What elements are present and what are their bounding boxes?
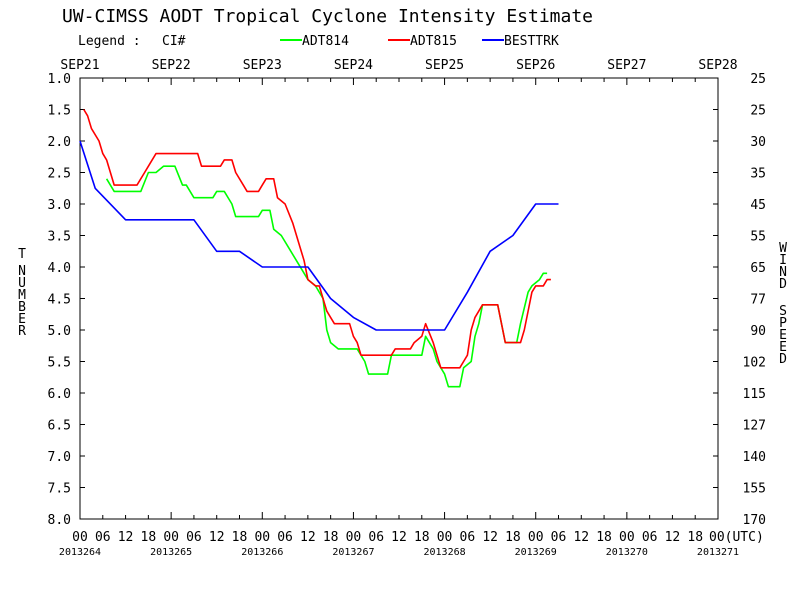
legend-label: Legend : [78,34,141,49]
right-tick-label: 77 [750,293,766,308]
date-label: SEP25 [425,58,464,73]
right-tick-label: 55 [750,230,766,245]
left-tick-label: 7.0 [48,450,71,465]
left-tick-label: 1.0 [48,72,71,87]
left-tick-label: 7.5 [48,482,71,497]
series-line-adt814 [105,165,548,388]
hour-label: 06 [186,530,202,545]
plot-frame [79,77,719,520]
left-tick-label: 3.0 [48,198,71,213]
legend-entry: BESTTRK [504,34,559,49]
julian-date-label: 2013269 [515,547,557,558]
hour-label: 18 [232,530,248,545]
left-axis-title-0: T [18,247,26,262]
series-line-besttrk [79,140,559,331]
hour-label: 00 [72,530,88,545]
chart-title: UW-CIMSS AODT Tropical Cyclone Intensity… [62,6,593,27]
right-tick-label: 45 [750,198,766,213]
hour-label: 12 [665,530,681,545]
left-tick-label: 6.0 [48,387,71,402]
legend-ci: CI# [162,34,186,49]
date-label: SEP26 [516,58,555,73]
hour-label: 00 [346,530,362,545]
left-tick-label: 2.0 [48,135,71,150]
hour-label: 00 [619,530,635,545]
right-tick-label: 115 [743,387,766,402]
hour-label: 00 [163,530,179,545]
hour-label: 18 [414,530,430,545]
hour-label: 06 [551,530,567,545]
hour-label: 00 [437,530,453,545]
right-tick-label: 30 [750,135,766,150]
left-tick-label: 4.0 [48,261,71,276]
date-label: SEP23 [243,58,282,73]
left-tick-label: 2.5 [48,167,71,182]
right-tick-label: 25 [750,72,766,87]
julian-date-label: 2013267 [332,547,374,558]
hour-label: 12 [118,530,134,545]
hour-label: 18 [141,530,157,545]
right-tick-label: 65 [750,261,766,276]
right-tick-label: 155 [743,482,766,497]
left-tick-label: 6.5 [48,419,71,434]
left-tick-label: 8.0 [48,513,71,528]
legend-entry: ADT815 [410,34,457,49]
hour-label: 06 [95,530,111,545]
hour-label: 06 [277,530,293,545]
hour-label: 00 [528,530,544,545]
right-tick-label: 90 [750,324,766,339]
julian-date-label: 2013270 [606,547,648,558]
left-tick-label: 4.5 [48,293,71,308]
right-tick-label: 25 [750,104,766,119]
hour-label: 18 [323,530,339,545]
hour-label: 12 [573,530,589,545]
left-tick-label: 1.5 [48,104,71,119]
hour-label: 18 [596,530,612,545]
series-line-adt815 [83,109,551,369]
left-tick-label: 5.5 [48,356,71,371]
date-label: SEP22 [152,58,191,73]
hour-label: 18 [687,530,703,545]
hour-label: 12 [482,530,498,545]
hour-label: 12 [391,530,407,545]
right-tick-label: 170 [743,513,766,528]
date-label: SEP21 [60,58,99,73]
hour-label: 00(UTC) [709,530,764,545]
right-tick-label: 140 [743,450,766,465]
hour-label: 00 [254,530,270,545]
hour-label: 06 [460,530,476,545]
left-tick-label: 5.0 [48,324,71,339]
julian-date-label: 2013266 [241,547,283,558]
right-tick-label: 102 [743,356,766,371]
date-label: SEP27 [607,58,646,73]
legend-entry: ADT814 [302,34,349,49]
date-label: SEP24 [334,58,373,73]
left-tick-label: 3.5 [48,230,71,245]
julian-date-label: 2013264 [59,547,101,558]
julian-date-label: 2013268 [423,547,465,558]
julian-date-label: 2013265 [150,547,192,558]
julian-date-label: 2013271 [697,547,739,558]
right-tick-label: 127 [743,419,766,434]
hour-label: 18 [505,530,521,545]
hour-label: 06 [368,530,384,545]
date-label: SEP28 [698,58,737,73]
hour-label: 12 [209,530,225,545]
legend: Legend : CI# ADT814 ADT815 BESTTRK [78,34,559,49]
hour-label: 06 [642,530,658,545]
right-tick-label: 35 [750,167,766,182]
hour-label: 12 [300,530,316,545]
